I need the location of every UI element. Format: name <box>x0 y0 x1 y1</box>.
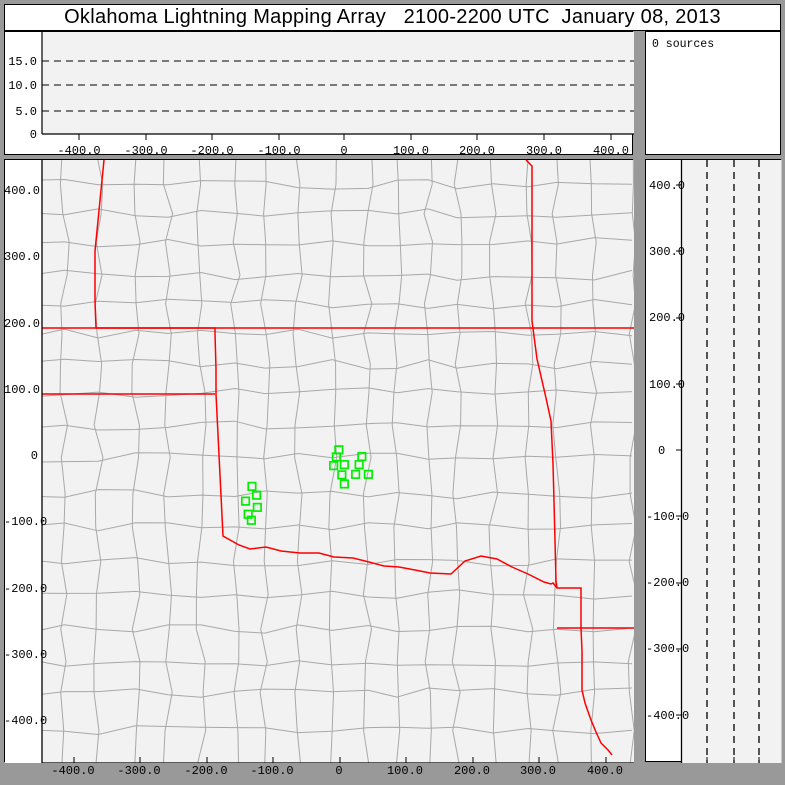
svg-text:5.0: 5.0 <box>15 105 37 119</box>
svg-text:400.0: 400.0 <box>593 144 629 156</box>
svg-text:-200.0: -200.0 <box>190 144 233 156</box>
svg-text:-300.0: -300.0 <box>646 642 689 656</box>
svg-text:-200.0: -200.0 <box>646 576 689 590</box>
svg-text:0: 0 <box>340 144 347 156</box>
svg-text:10.0: 10.0 <box>8 79 37 93</box>
svg-text:15.0: 15.0 <box>8 55 37 69</box>
svg-text:-100.0: -100.0 <box>646 510 689 524</box>
svg-text:0: 0 <box>658 444 665 458</box>
svg-text:-400.0: -400.0 <box>57 144 100 156</box>
svg-text:200.0: 200.0 <box>459 144 495 156</box>
svg-text:400.0: 400.0 <box>649 179 685 193</box>
svg-text:100.0: 100.0 <box>393 144 429 156</box>
svg-text:300.0: 300.0 <box>526 144 562 156</box>
svg-text:-300.0: -300.0 <box>124 144 167 156</box>
svg-text:100.0: 100.0 <box>649 378 685 392</box>
svg-text:300.0: 300.0 <box>649 245 685 259</box>
svg-text:0: 0 <box>30 128 37 142</box>
svg-text:-400.0: -400.0 <box>646 709 689 723</box>
svg-text:-100.0: -100.0 <box>257 144 300 156</box>
